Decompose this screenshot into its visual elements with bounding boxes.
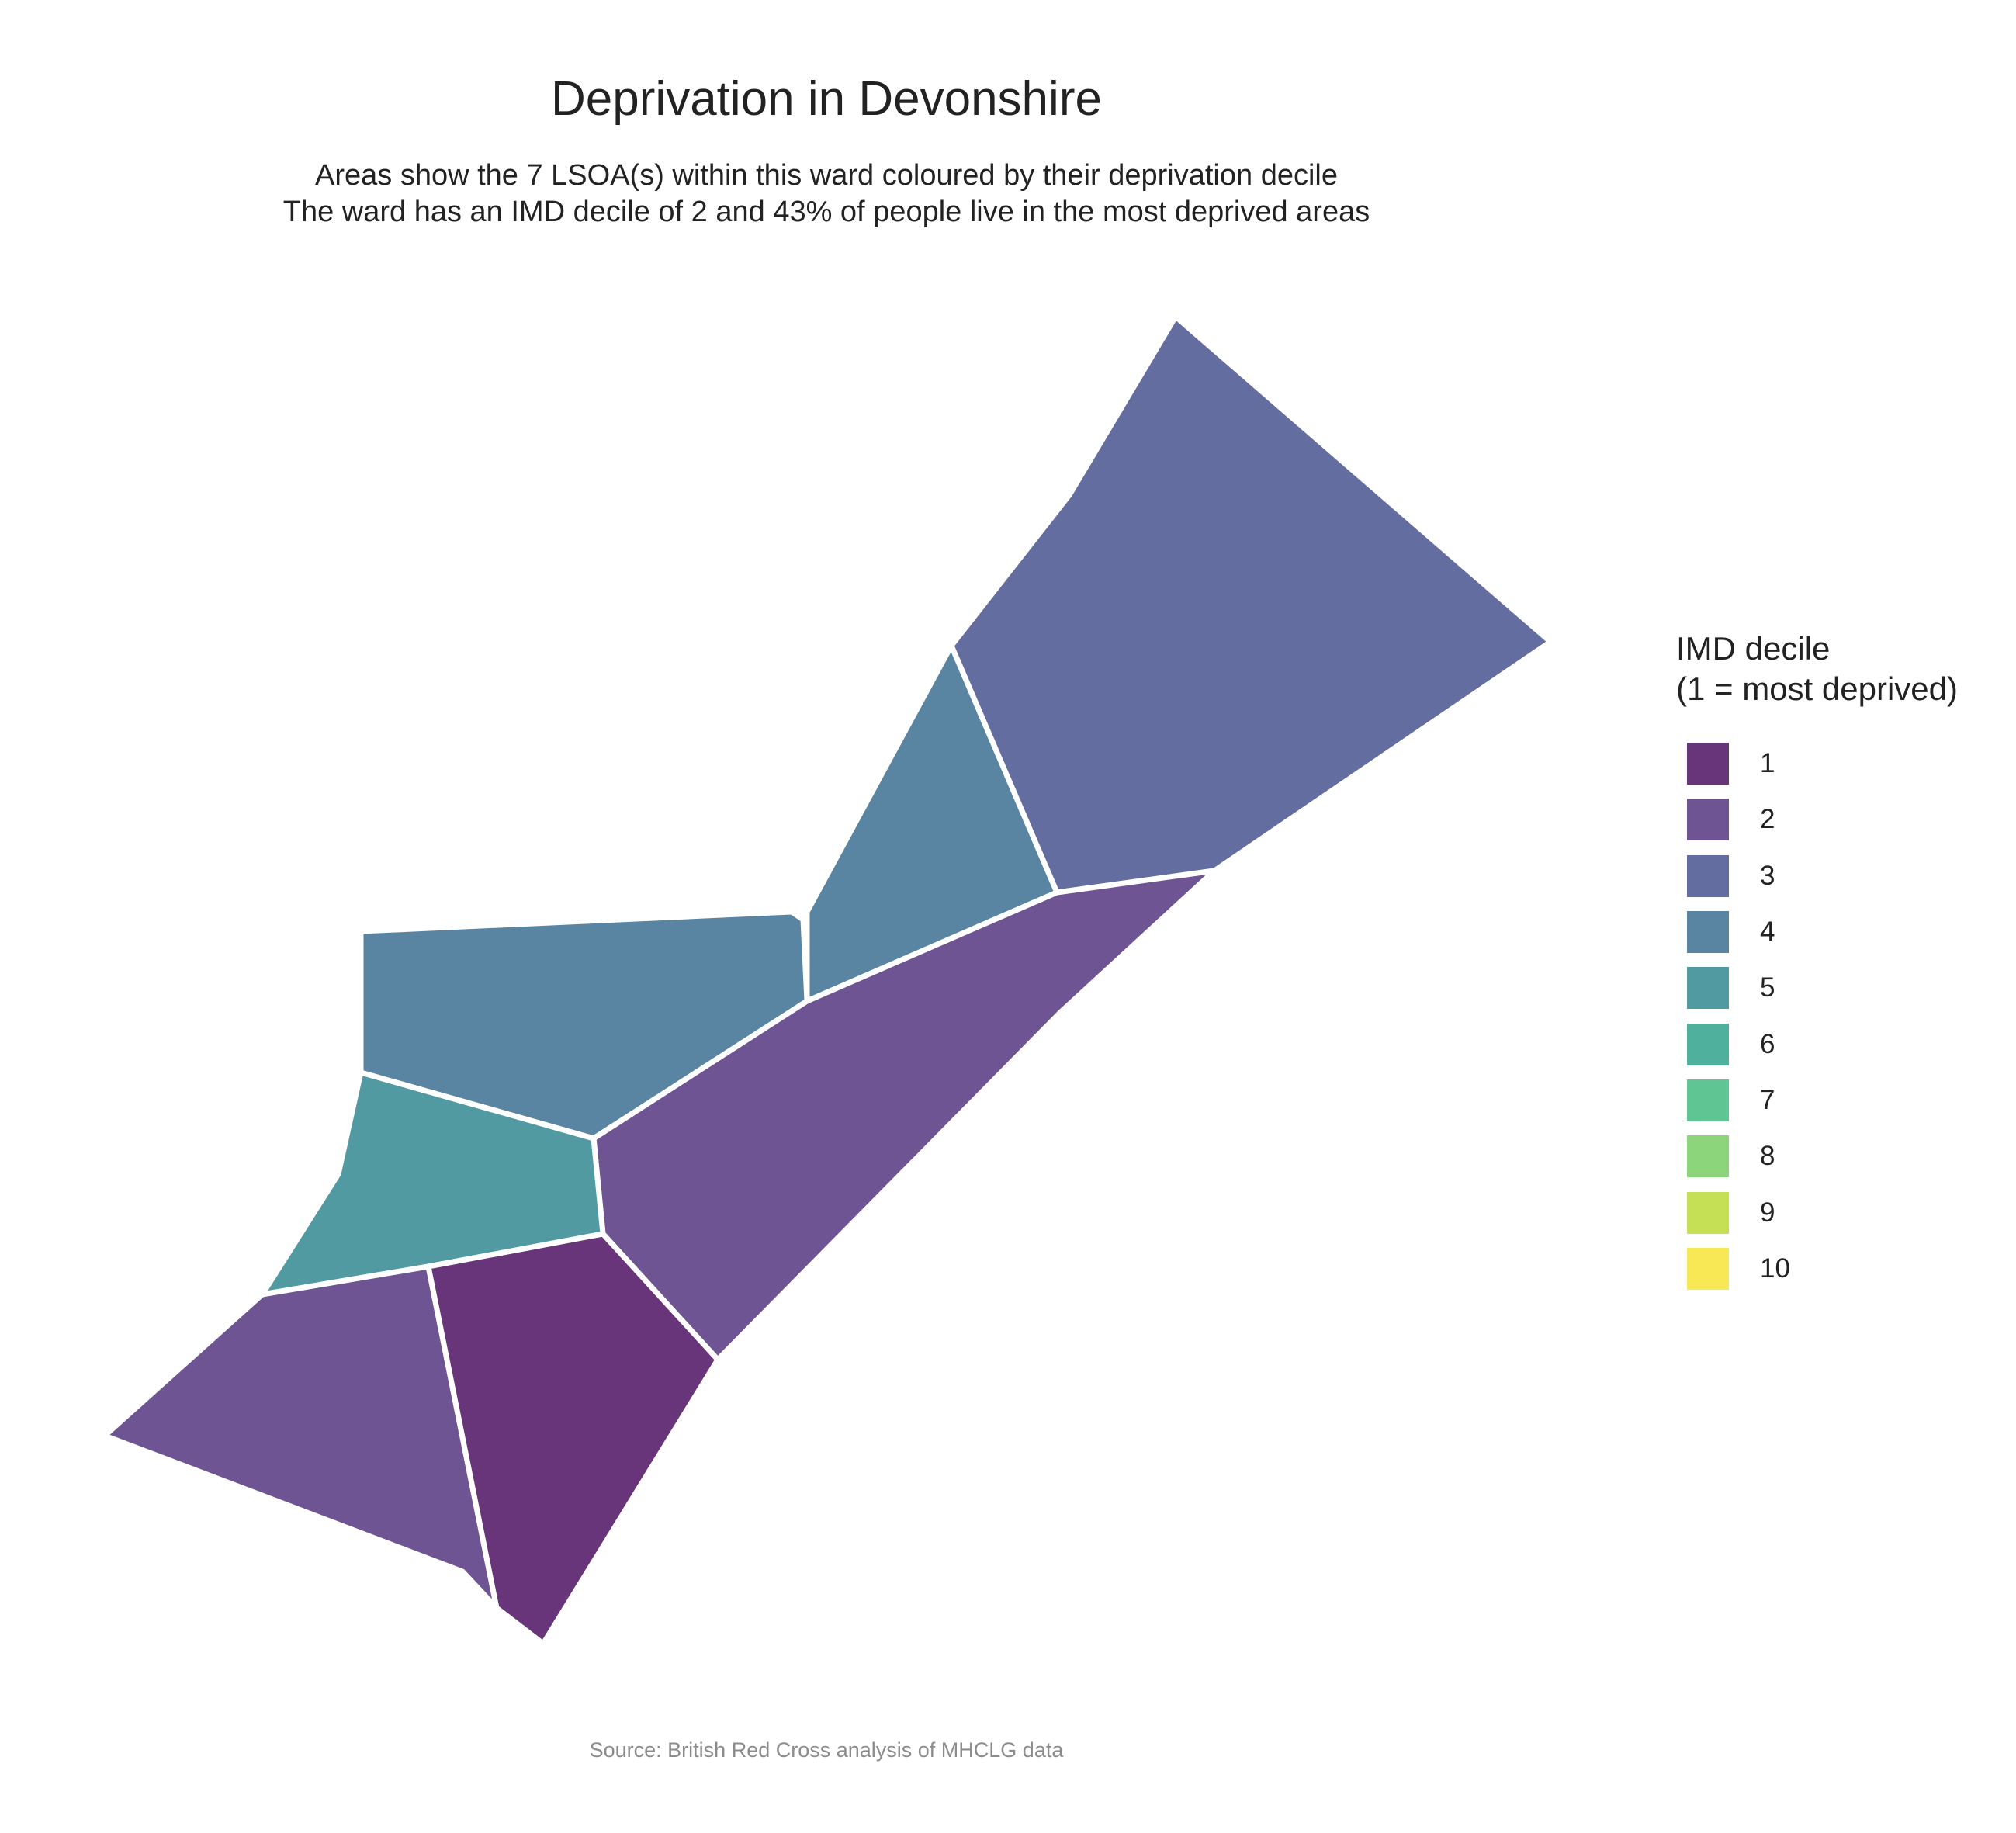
- legend-label: 2: [1760, 804, 1775, 835]
- legend-swatch: [1687, 1247, 1729, 1290]
- legend-label: 9: [1760, 1197, 1775, 1228]
- chart-title: Deprivation in Devonshire: [551, 72, 1102, 126]
- source-caption: Source: British Red Cross analysis of MH…: [589, 1738, 1064, 1762]
- legend-swatch: [1687, 743, 1729, 785]
- legend-swatch: [1687, 1023, 1729, 1065]
- legend-title-line-2: (1 = most deprived): [1676, 670, 1958, 707]
- legend-swatch: [1687, 1135, 1729, 1178]
- legend-title: IMD decile (1 = most deprived): [1676, 629, 1958, 709]
- legend-label: 10: [1760, 1253, 1790, 1284]
- legend-item: 10: [1676, 1241, 1958, 1297]
- legend-item: 3: [1676, 848, 1958, 904]
- lsoa-north-east: [948, 314, 1554, 896]
- legend-item: 5: [1676, 960, 1958, 1016]
- legend: IMD decile (1 = most deprived) 1 2 3 4 5…: [1676, 629, 1958, 1297]
- legend-swatch: [1687, 799, 1729, 841]
- chart-subtitle-line-1: Areas show the 7 LSOA(s) within this war…: [315, 159, 1338, 192]
- legend-label: 8: [1760, 1141, 1775, 1172]
- legend-swatch: [1687, 911, 1729, 954]
- legend-item: 8: [1676, 1128, 1958, 1184]
- legend-swatch: [1687, 854, 1729, 897]
- legend-item: 9: [1676, 1184, 1958, 1240]
- legend-item: 6: [1676, 1016, 1958, 1072]
- legend-label: 6: [1760, 1028, 1775, 1059]
- legend-title-line-1: IMD decile: [1676, 630, 1831, 667]
- lsoa-south-west: [102, 1263, 500, 1611]
- legend-item: 4: [1676, 904, 1958, 960]
- legend-label: 4: [1760, 916, 1775, 948]
- legend-item: 7: [1676, 1072, 1958, 1128]
- legend-label: 1: [1760, 748, 1775, 779]
- legend-swatch: [1687, 1079, 1729, 1121]
- legend-label: 7: [1760, 1084, 1775, 1115]
- legend-swatch: [1687, 967, 1729, 1010]
- legend-label: 5: [1760, 972, 1775, 1003]
- lsoa-south: [425, 1231, 721, 1647]
- chart-subtitle-line-2: The ward has an IMD decile of 2 and 43% …: [282, 196, 1370, 228]
- legend-item: 1: [1676, 736, 1958, 792]
- legend-item: 2: [1676, 792, 1958, 847]
- legend-items: 1 2 3 4 5 6 7 8 9 10: [1676, 736, 1958, 1297]
- legend-swatch: [1687, 1191, 1729, 1234]
- legend-label: 3: [1760, 860, 1775, 891]
